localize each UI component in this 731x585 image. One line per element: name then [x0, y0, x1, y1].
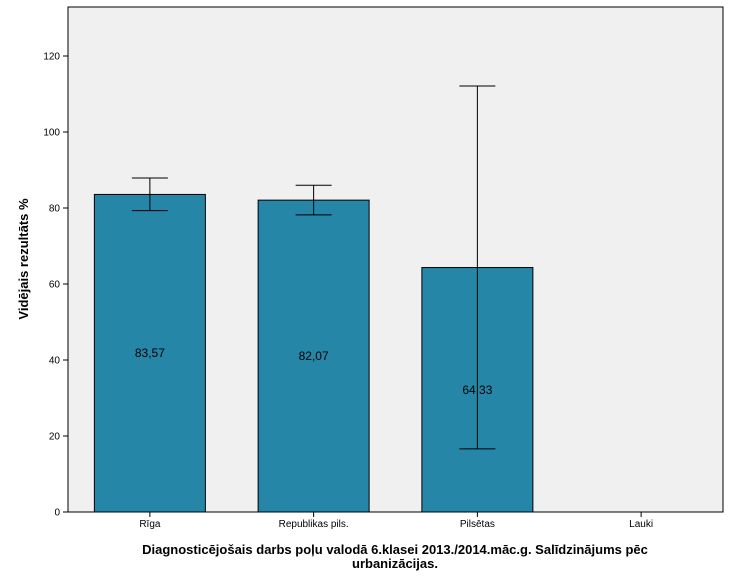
data-label: 64,33: [462, 383, 492, 397]
x-tick-label: Rīga: [139, 519, 161, 530]
bar: [93, 193, 206, 513]
data-label: 82,07: [299, 349, 329, 363]
x-tick-label: Lauki: [629, 519, 653, 530]
data-label: 83,57: [135, 346, 165, 360]
x-axis-title-line-2: urbanizācijas.: [352, 556, 438, 571]
y-tick-label: 100: [43, 128, 60, 139]
x-axis-title-line-1: Diagnosticējošais darbs poļu valodā 6.kl…: [142, 542, 648, 557]
y-tick-label: 60: [49, 280, 61, 291]
x-tick-label: Pilsētas: [460, 519, 495, 530]
y-tick-label: 40: [49, 356, 61, 367]
chart-axes: 0 20 40 60 80 100 120 Rīga Republikas pils. Pilsē…: [43, 7, 723, 530]
y-tick-label: 80: [49, 204, 61, 215]
y-tick-label: 20: [49, 432, 61, 443]
x-tick-label: Republikas pils.: [279, 519, 349, 530]
chart-marks: 83,57 82,07 64,33: [93, 85, 534, 513]
y-axis-title: Vidējais rezultāts %: [16, 198, 31, 320]
y-tick-label: 0: [54, 508, 60, 519]
y-tick-label: 120: [43, 52, 60, 63]
